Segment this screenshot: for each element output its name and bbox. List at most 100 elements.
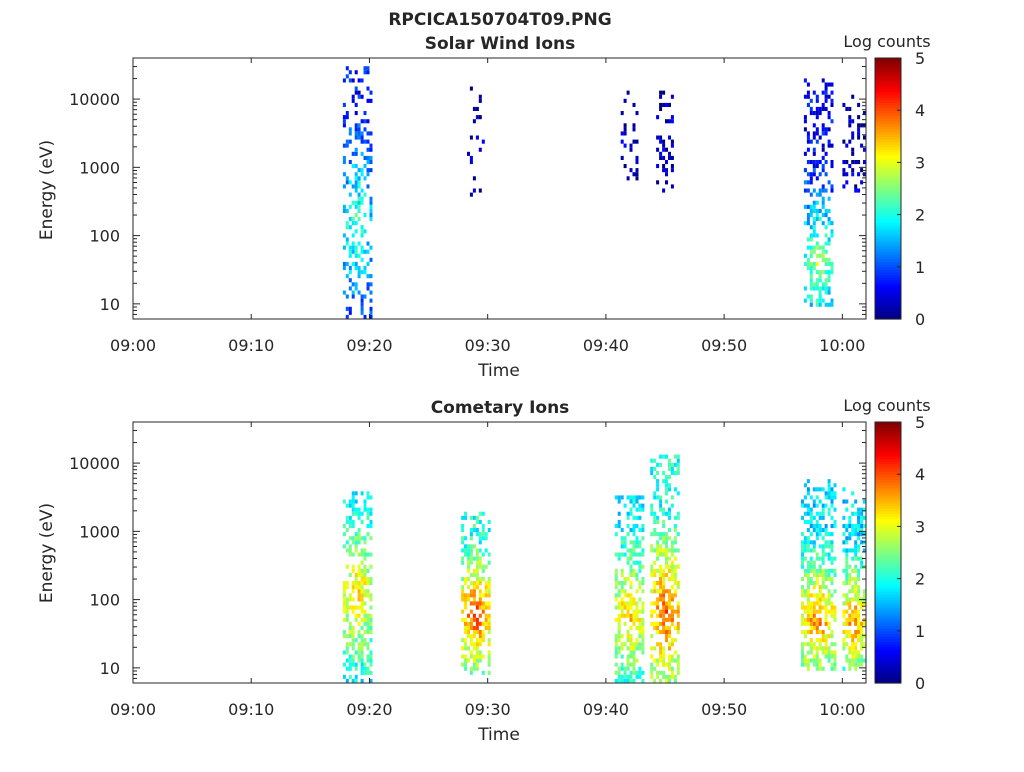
x-tick-label: 09:50 (701, 336, 747, 355)
heatmap-cell (360, 200, 364, 205)
heatmap-cell (629, 528, 633, 533)
heatmap-cell (824, 634, 828, 639)
heatmap-cell (665, 475, 668, 480)
heatmap-cell (635, 625, 639, 630)
heatmap-cell (464, 646, 467, 651)
heatmap-cell (481, 670, 485, 675)
heatmap-cell (857, 556, 861, 561)
heatmap-cell (623, 98, 627, 103)
heatmap-cell (369, 524, 373, 529)
heatmap-cell (821, 597, 825, 602)
heatmap-cell (848, 139, 852, 144)
heatmap-cell (487, 630, 491, 635)
heatmap-cell (801, 548, 804, 553)
heatmap-cell (475, 532, 479, 537)
heatmap-cell (827, 221, 831, 226)
heatmap-cell (357, 540, 361, 545)
heatmap-cell (632, 532, 636, 537)
heatmap-cell (824, 172, 828, 177)
heatmap-cell (824, 241, 828, 246)
heatmap-cell (659, 589, 663, 594)
heatmap-cell (626, 176, 630, 181)
heatmap-cell (821, 253, 825, 258)
heatmap-cell (673, 589, 677, 594)
heatmap-cell (670, 544, 674, 549)
heatmap-cell (345, 613, 349, 618)
heatmap-cell (357, 127, 361, 132)
heatmap-cell (830, 102, 834, 107)
heatmap-cell (801, 621, 804, 626)
heatmap-cell (626, 674, 630, 679)
heatmap-cell (827, 654, 831, 659)
heatmap-cell (464, 654, 467, 659)
heatmap-cell (366, 617, 370, 622)
heatmap-cell (801, 564, 804, 569)
heatmap-cell (650, 532, 654, 537)
heatmap-cell (818, 621, 822, 626)
heatmap-cell (614, 638, 618, 643)
heatmap-cell (860, 524, 864, 529)
heatmap-cell (461, 548, 465, 553)
heatmap-cell (360, 568, 364, 573)
colorbar-segment (875, 180, 901, 184)
colorbar-segment (875, 513, 901, 517)
heatmap-cell (478, 519, 482, 524)
heatmap-cell (363, 70, 367, 75)
heatmap-cell (342, 160, 346, 165)
heatmap-cell (662, 593, 666, 598)
heatmap-cell (851, 94, 855, 99)
heatmap-cell (848, 532, 852, 537)
heatmap-cell (354, 111, 358, 116)
heatmap-cell (668, 613, 671, 618)
heatmap-cell (354, 245, 358, 250)
heatmap-cell (354, 662, 358, 667)
heatmap-cell (617, 499, 621, 504)
heatmap-cell (461, 540, 465, 545)
heatmap-cell (815, 666, 819, 671)
heatmap-cell (827, 593, 831, 598)
heatmap-cell (360, 605, 364, 610)
colorbar-segment (875, 484, 901, 488)
heatmap-cell (360, 666, 364, 671)
heatmap-cell (617, 670, 621, 675)
heatmap-cell (812, 564, 816, 569)
heatmap-cell (638, 552, 642, 557)
heatmap-cell (818, 597, 822, 602)
heatmap-cell (475, 135, 479, 140)
heatmap-cell (662, 581, 666, 586)
colorbar-segment (875, 429, 901, 434)
heatmap-cell (629, 564, 633, 569)
heatmap-cell (632, 499, 636, 504)
colorbar-segment (875, 607, 901, 611)
heatmap-cell (662, 147, 666, 152)
heatmap-cell (863, 621, 866, 626)
heatmap-cell (845, 172, 849, 177)
heatmap-cell (475, 528, 479, 533)
heatmap-cell (812, 572, 816, 577)
heatmap-cell (348, 217, 352, 222)
heatmap-cell (363, 556, 367, 561)
heatmap-cell (487, 519, 491, 524)
heatmap-cell (818, 646, 822, 651)
heatmap-cell (857, 160, 861, 165)
heatmap-cell (617, 613, 621, 618)
heatmap-cell (357, 593, 361, 598)
heatmap-cell (809, 642, 813, 647)
heatmap-cell (345, 241, 349, 246)
heatmap-cell (854, 613, 858, 618)
heatmap-cell (806, 650, 810, 655)
heatmap-cell (360, 229, 364, 234)
heatmap-cell (806, 577, 810, 582)
heatmap-cell (635, 609, 639, 614)
heatmap-cell (806, 90, 810, 95)
heatmap-cell (821, 507, 825, 512)
heatmap-cell (801, 515, 804, 520)
heatmap-cell (351, 642, 355, 647)
heatmap-cell (363, 589, 367, 594)
heatmap-cell (830, 544, 834, 549)
y-tick-label: 1000 (79, 158, 120, 177)
heatmap-cell (842, 548, 846, 553)
heatmap-cell (668, 654, 671, 659)
heatmap-cell (351, 495, 355, 500)
